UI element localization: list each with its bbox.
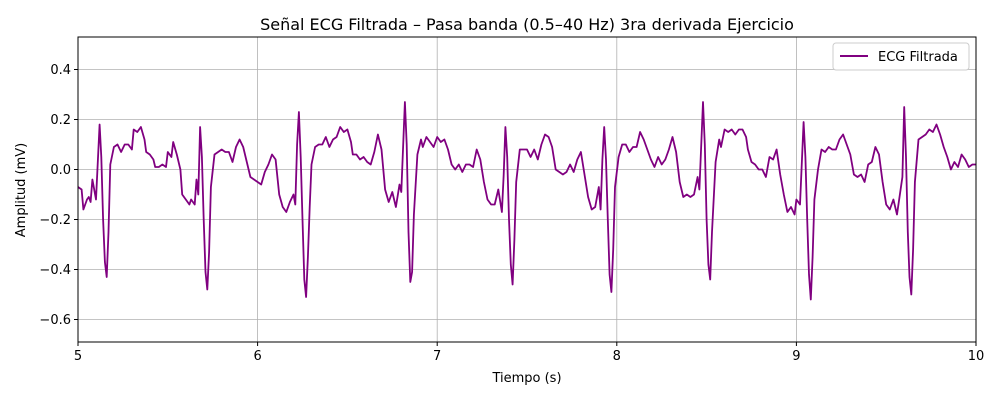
x-tick-label: 7: [433, 349, 441, 364]
y-tick-label: 0.0: [50, 163, 71, 178]
x-tick-label: 5: [74, 349, 82, 364]
chart-title: Señal ECG Filtrada – Pasa banda (0.5–40 …: [260, 15, 794, 34]
ecg-filtered-line: [77, 101, 976, 301]
y-tick-label: −0.4: [39, 263, 71, 278]
legend: ECG Filtrada: [832, 42, 970, 71]
x-axis: 5 6 7 8 9 10: [74, 342, 984, 364]
y-tick-label: −0.2: [39, 213, 71, 228]
x-axis-label: Tiempo (s): [491, 371, 561, 386]
x-tick-label: 10: [968, 349, 985, 364]
x-tick-label: 8: [613, 349, 621, 364]
y-tick-label: 0.2: [50, 113, 71, 128]
plot-frame: [77, 36, 977, 343]
x-tick-label: 9: [792, 349, 800, 364]
y-axis: −0.6 −0.4 −0.2 0.0 0.2 0.4: [39, 63, 78, 328]
x-tick-label: 6: [253, 349, 261, 364]
plot-series: [77, 101, 976, 301]
legend-label-ecg: ECG Filtrada: [878, 50, 958, 65]
legend-box: [832, 42, 970, 71]
y-tick-label: −0.6: [39, 313, 71, 328]
y-axis-label: Amplitud (mV): [14, 143, 29, 237]
grid-lines: [77, 37, 977, 342]
y-tick-label: 0.4: [50, 63, 71, 78]
